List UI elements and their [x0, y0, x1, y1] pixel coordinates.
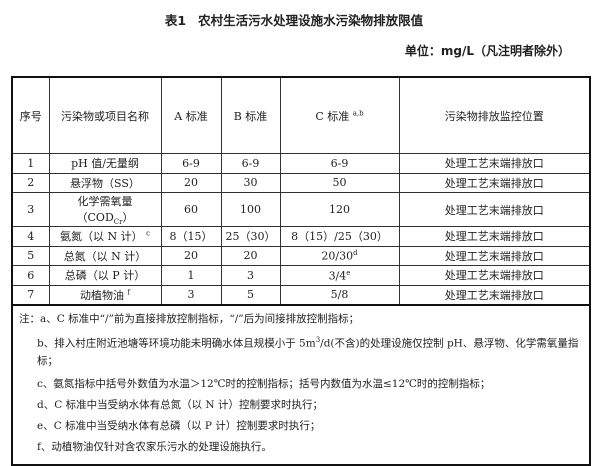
table-row: 3 化学需氧量（CODCr） 60 100 120 处理工艺末端排放口 [11, 191, 591, 228]
table-row: 6 总磷（以 P 计） 1 3 3/4e 处理工艺末端排放口 [11, 265, 591, 286]
cell-name: 总磷（以 P 计） [48, 265, 162, 286]
header-name: 污染物或项目名称 [48, 76, 162, 154]
cell-a: 60 [160, 191, 222, 228]
notes: 注：a、C 标准中“/”前为直接排放控制指标，“/”后为间接排放控制指标； b、… [11, 304, 591, 466]
cell-name: pH 值/无量纲 [48, 153, 162, 174]
cell-name: 氨氮（以 N 计） c [48, 226, 162, 247]
table-row: 4 氨氮（以 N 计） c 8（15） 25（30） 8（15）/25（30） 处理工艺末… [11, 226, 591, 247]
note-f: f、动植物油仅针对含农家乐污水的处理设施执行。 [37, 440, 272, 453]
cell-location: 处理工艺末端排放口 [398, 172, 591, 193]
cell-a: 20 [160, 172, 222, 193]
table-number: 表1 [164, 13, 187, 28]
cell-name: 总氮（以 N 计） [48, 245, 162, 267]
header-b: B 标准 [220, 76, 281, 154]
cell-a: 6-9 [160, 153, 222, 174]
table-row: 2 悬浮物（SS） 20 30 50 处理工艺末端排放口 [11, 172, 591, 193]
unit-label: 单位：mg/L（凡注明者除外） [404, 44, 570, 58]
notes-row: 注：a、C 标准中“/”前为直接排放控制指标，“/”后为间接排放控制指标； b、… [11, 304, 591, 466]
header-location: 污染物排放监控位置 [398, 76, 591, 154]
cell-b: 20 [220, 245, 281, 267]
cell-a: 8（15） [160, 226, 222, 247]
note-e: e、C 标准中当受纳水体有总磷（以 P 计）控制要求时执行； [37, 419, 321, 432]
cell-name: 动植物油 f [48, 284, 162, 306]
cell-no: 1 [11, 153, 50, 174]
cell-b: 25（30） [220, 226, 281, 247]
cell-c: 3/4e [279, 265, 400, 286]
cell-a: 3 [160, 284, 222, 306]
cell-name: 悬浮物（SS） [48, 172, 162, 193]
cell-c: 8（15）/25（30） [279, 226, 400, 247]
cell-location: 处理工艺末端排放口 [398, 245, 591, 267]
cell-name: 化学需氧量（CODCr） [48, 191, 162, 228]
table-row: 1 pH 值/无量纲 6-9 6-9 6-9 处理工艺末端排放口 [11, 153, 591, 174]
cell-location: 处理工艺末端排放口 [398, 153, 591, 174]
table-row: 7 动植物油 f 3 5 5/8 处理工艺末端排放口 [11, 284, 591, 306]
cell-c: 6-9 [279, 153, 400, 174]
cell-no: 5 [11, 245, 50, 267]
cell-c: 20/30d [279, 245, 400, 267]
cell-no: 4 [11, 226, 50, 247]
cell-location: 处理工艺末端排放口 [398, 265, 591, 286]
cell-c: 5/8 [279, 284, 400, 306]
cell-c: 50 [279, 172, 400, 193]
cell-a: 20 [160, 245, 222, 267]
cell-a: 1 [160, 265, 222, 286]
table-title: 表1 农村生活污水处理设施水污染物排放限值 [0, 10, 600, 29]
header-c: C 标准 a,b [279, 76, 400, 154]
cell-b: 100 [220, 191, 281, 228]
cell-b: 30 [220, 172, 281, 193]
note-c: c、氨氮指标中括号外数值为水温＞12℃时的控制指标；括号内数值为水温≤12℃时的… [37, 377, 491, 390]
emission-limits-table: 序号 污染物或项目名称 A 标准 B 标准 C 标准 a,b 污染物排放监控位置… [11, 76, 591, 466]
cell-no: 3 [11, 191, 50, 228]
cell-no: 2 [11, 172, 50, 193]
cell-b: 5 [220, 284, 281, 306]
header-c-label: C 标准 [315, 109, 350, 123]
cell-no: 6 [11, 265, 50, 286]
cell-location: 处理工艺末端排放口 [398, 284, 591, 306]
cell-b: 6-9 [220, 153, 281, 174]
header-no: 序号 [11, 76, 50, 154]
note-b: b、排入村庄附近池塘等环境功能未明确水体且规模小于 5m3/d(不含)的处理设施… [37, 336, 579, 367]
header-row: 序号 污染物或项目名称 A 标准 B 标准 C 标准 a,b 污染物排放监控位置 [11, 76, 591, 154]
table-row: 5 总氮（以 N 计） 20 20 20/30d 处理工艺末端排放口 [11, 245, 591, 267]
header-a: A 标准 [160, 76, 222, 154]
note-a: 注：a、C 标准中“/”前为直接排放控制指标，“/”后为间接排放控制指标； [19, 313, 360, 326]
table-caption: 农村生活污水处理设施水污染物排放限值 [198, 13, 424, 28]
header-c-sup: a,b [352, 108, 364, 117]
note-d: d、C 标准中当受纳水体有总氮（以 N 计）控制要求时执行； [37, 398, 323, 411]
cell-location: 处理工艺末端排放口 [398, 191, 591, 228]
cell-location: 处理工艺末端排放口 [398, 226, 591, 247]
cell-c: 120 [279, 191, 400, 228]
cell-b: 3 [220, 265, 281, 286]
cell-no: 7 [11, 284, 50, 306]
